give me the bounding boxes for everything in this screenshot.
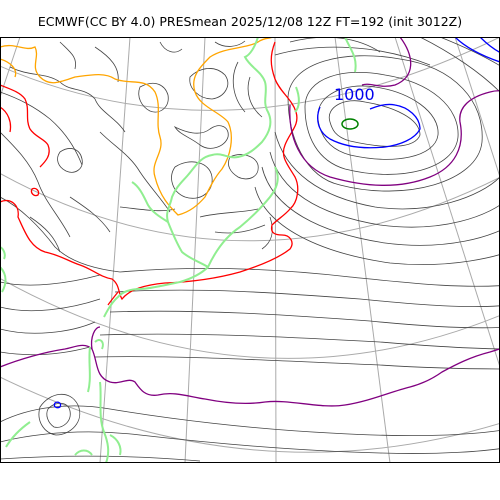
purple-isobars	[0, 37, 500, 407]
orange-isobar	[0, 37, 273, 216]
map-title: ECMWF(CC BY 4.0) PRESmean 2025/12/08 12Z…	[37, 14, 463, 29]
map-panel: 1000	[0, 37, 500, 463]
low-centre-contour	[341, 118, 359, 130]
red-isobar	[0, 41, 299, 306]
coastlines	[0, 37, 357, 463]
weather-map: 1000	[0, 37, 500, 463]
contour-label-1000: 1000	[334, 85, 375, 104]
thin-isobars	[0, 37, 500, 462]
blue-isobar	[53, 37, 500, 409]
graticule-lines	[0, 37, 500, 463]
